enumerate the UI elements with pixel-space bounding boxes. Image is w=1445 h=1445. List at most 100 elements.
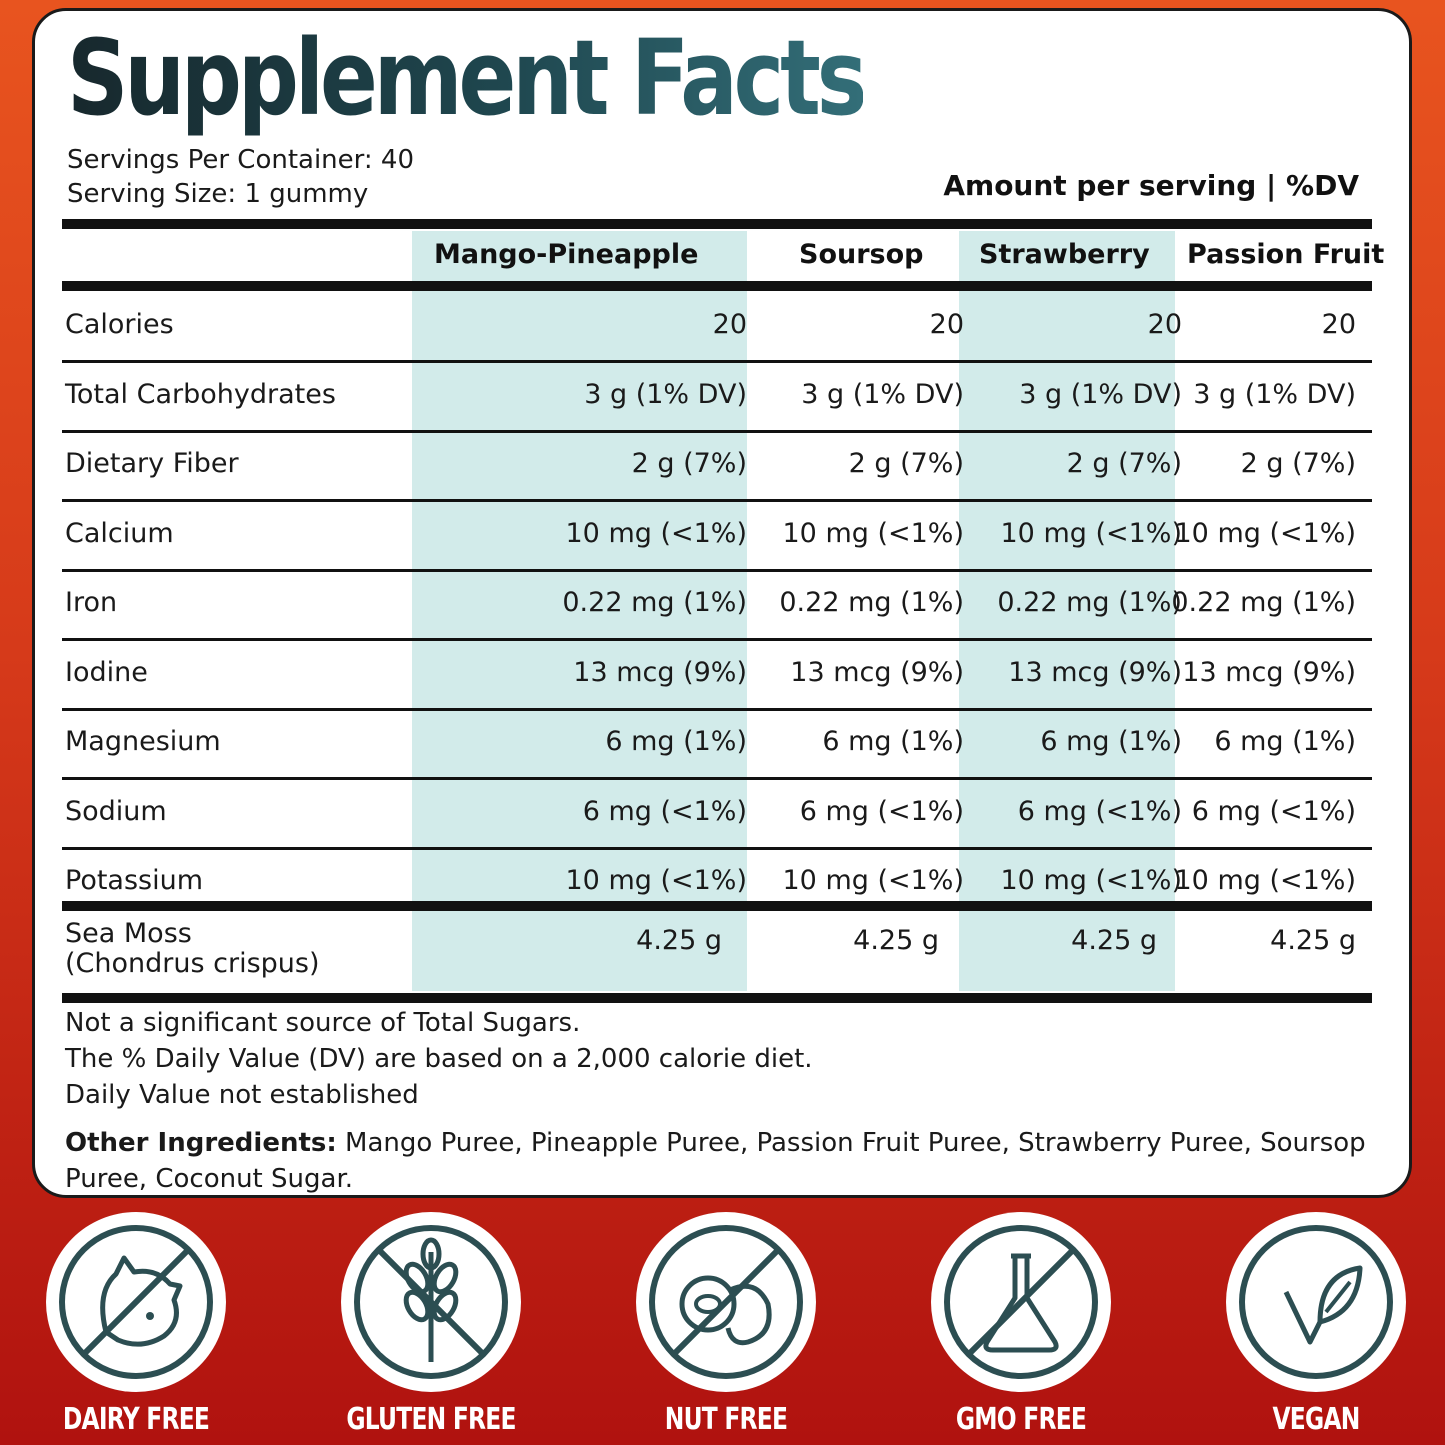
nut-icon bbox=[649, 1225, 803, 1379]
row-divider bbox=[62, 846, 1372, 850]
cell-passion-fruit: 2 g (7%) bbox=[1240, 448, 1356, 479]
cell-soursop: 2 g (7%) bbox=[848, 448, 964, 479]
cell-strawberry: 4.25 g bbox=[1071, 925, 1157, 956]
cell-passion-fruit: 10 mg (<1%) bbox=[1174, 865, 1357, 896]
ingredients-heading: Other Ingredients: bbox=[65, 1128, 337, 1158]
table-row: Sodium 6 mg (<1%) 6 mg (<1%) 6 mg (<1%) 6 mg… bbox=[62, 778, 1372, 850]
cell-strawberry: 3 g (1% DV) bbox=[1019, 378, 1182, 410]
row-divider bbox=[62, 777, 1372, 780]
cell-mango-pineapple: 20 bbox=[712, 309, 747, 340]
row-divider bbox=[62, 360, 1372, 363]
cell-mango-pineapple: 3 g (1% DV) bbox=[584, 378, 747, 410]
cell-mango-pineapple: 13 mcg (9%) bbox=[573, 656, 747, 688]
cell-soursop: 6 mg (1%) bbox=[822, 726, 964, 757]
row-divider bbox=[62, 429, 1372, 433]
header-rule bbox=[62, 281, 1372, 291]
cell-soursop: 0.22 mg (1%) bbox=[779, 587, 964, 618]
ingredients-text: Mango Puree, Pineapple Puree, Passion Fr… bbox=[65, 1128, 1366, 1194]
row-divider bbox=[62, 568, 1372, 572]
vegan-label: VEGAN bbox=[1272, 1402, 1360, 1437]
table-row: Iron 0.22 mg (1%) 0.22 mg (1%) 0.22 mg (1%)… bbox=[62, 569, 1372, 641]
cell-mango-pineapple: 4.25 g bbox=[636, 925, 722, 956]
row-label: Dietary Fiber bbox=[65, 448, 239, 479]
footnote: The % Daily Value (DV) are based on a 2,… bbox=[65, 1044, 813, 1074]
cell-mango-pineapple: 6 mg (<1%) bbox=[582, 795, 747, 827]
column-header-mango-pineapple: Mango-Pineapple bbox=[434, 239, 699, 270]
cell-mango-pineapple: 0.22 mg (1%) bbox=[562, 587, 747, 618]
column-header-strawberry: Strawberry bbox=[979, 239, 1150, 270]
bottom-rule bbox=[62, 993, 1372, 1003]
gmo-free-label: GMO FREE bbox=[955, 1402, 1087, 1437]
row-label: Potassium bbox=[65, 865, 204, 896]
table-row: Iodine 13 mcg (9%) 13 mcg (9%) 13 mcg (9%) 1… bbox=[62, 639, 1372, 711]
cell-soursop: 3 g (1% DV) bbox=[801, 378, 964, 410]
row-label: Calories bbox=[65, 309, 174, 340]
cell-soursop: 10 mg (<1%) bbox=[782, 865, 965, 896]
cell-mango-pineapple: 2 g (7%) bbox=[631, 448, 747, 479]
cell-strawberry: 20 bbox=[1147, 309, 1182, 340]
cell-passion-fruit: 6 mg (1%) bbox=[1214, 726, 1356, 757]
gmo-free-badge bbox=[931, 1212, 1111, 1392]
row-label: Calcium bbox=[65, 517, 174, 549]
vegan-badge bbox=[1226, 1212, 1406, 1392]
cell-passion-fruit: 3 g (1% DV) bbox=[1193, 378, 1356, 410]
sea-moss-rule bbox=[62, 901, 1372, 911]
column-header-soursop: Soursop bbox=[799, 239, 924, 270]
table-row: Potassium 10 mg (<1%) 10 mg (<1%) 10 mg (<1… bbox=[62, 847, 1372, 917]
cell-strawberry: 2 g (7%) bbox=[1066, 448, 1182, 479]
row-divider bbox=[62, 499, 1372, 502]
row-label: Sodium bbox=[65, 795, 167, 827]
row-label: Sea Moss (Chondrus crispus) bbox=[65, 918, 320, 979]
serving-info: Servings Per Container: 40 Serving Size:… bbox=[67, 143, 414, 211]
gluten-free-badge bbox=[341, 1212, 521, 1392]
table-row: Dietary Fiber 2 g (7%) 2 g (7%) 2 g (7%) 2 g… bbox=[62, 430, 1372, 502]
cell-passion-fruit: 10 mg (<1%) bbox=[1174, 517, 1357, 549]
table-row: Magnesium 6 mg (1%) 6 mg (1%) 6 mg (1%) 6 mg… bbox=[62, 708, 1372, 780]
serving-size: Serving Size: 1 gummy bbox=[67, 179, 369, 209]
footnote: Not a significant source of Total Sugars… bbox=[65, 1008, 581, 1038]
cell-strawberry: 13 mcg (9%) bbox=[1008, 656, 1182, 688]
cell-passion-fruit: 20 bbox=[1321, 309, 1356, 340]
table-row: Calcium 10 mg (<1%) 10 mg (<1%) 10 mg (<1%)… bbox=[62, 500, 1372, 572]
footnote: Daily Value not established bbox=[65, 1080, 419, 1110]
top-rule bbox=[62, 219, 1372, 229]
row-label: Magnesium bbox=[65, 726, 221, 757]
row-divider bbox=[62, 638, 1372, 641]
table-row: Total Carbohydrates 3 g (1% DV) 3 g (1% DV… bbox=[62, 361, 1372, 433]
cell-strawberry: 6 mg (1%) bbox=[1040, 726, 1182, 757]
cell-passion-fruit: 4.25 g bbox=[1270, 925, 1356, 956]
cell-soursop: 20 bbox=[929, 309, 964, 340]
cell-mango-pineapple: 10 mg (<1%) bbox=[565, 517, 748, 549]
cell-passion-fruit: 6 mg (<1%) bbox=[1191, 795, 1356, 827]
cell-soursop: 4.25 g bbox=[853, 925, 939, 956]
table-row-sea-moss: Sea Moss (Chondrus crispus) 4.25 g 4.25 … bbox=[62, 911, 1372, 991]
cell-passion-fruit: 13 mcg (9%) bbox=[1182, 656, 1356, 688]
row-divider bbox=[62, 707, 1372, 711]
dairy-free-label: DAIRY FREE bbox=[62, 1402, 210, 1437]
footnotes: Not a significant source of Total Sugars… bbox=[65, 1005, 813, 1113]
leaf-icon bbox=[1239, 1225, 1393, 1379]
page-title: Supplement Facts bbox=[67, 17, 868, 139]
row-label: Iron bbox=[65, 587, 118, 618]
gluten-free-label: GLUTEN FREE bbox=[346, 1402, 516, 1437]
dairy-free-badge bbox=[46, 1212, 226, 1392]
table-row: Calories 20 20 20 20 bbox=[62, 291, 1372, 363]
amount-per-serving-header: Amount per serving | %DV bbox=[943, 169, 1359, 202]
cell-strawberry: 0.22 mg (1%) bbox=[997, 587, 1182, 618]
cell-strawberry: 10 mg (<1%) bbox=[1000, 865, 1183, 896]
nut-free-label: NUT FREE bbox=[664, 1402, 788, 1437]
servings-per-container: Servings Per Container: 40 bbox=[67, 145, 415, 175]
flask-icon bbox=[944, 1225, 1098, 1379]
supplement-facts-panel: Supplement Facts Servings Per Container:… bbox=[32, 8, 1412, 1198]
column-highlight-strawberry bbox=[959, 231, 1175, 991]
column-highlight-mango bbox=[412, 231, 747, 991]
cell-soursop: 13 mcg (9%) bbox=[790, 656, 964, 688]
column-header-passion-fruit: Passion Fruit bbox=[1187, 239, 1385, 270]
cell-soursop: 6 mg (<1%) bbox=[799, 795, 964, 827]
cell-passion-fruit: 0.22 mg (1%) bbox=[1171, 587, 1356, 618]
cell-strawberry: 10 mg (<1%) bbox=[1000, 517, 1183, 549]
row-label: Total Carbohydrates bbox=[65, 378, 336, 410]
nut-free-badge bbox=[636, 1212, 816, 1392]
other-ingredients: Other Ingredients: Mango Puree, Pineappl… bbox=[65, 1125, 1409, 1195]
row-label: Iodine bbox=[65, 656, 148, 688]
